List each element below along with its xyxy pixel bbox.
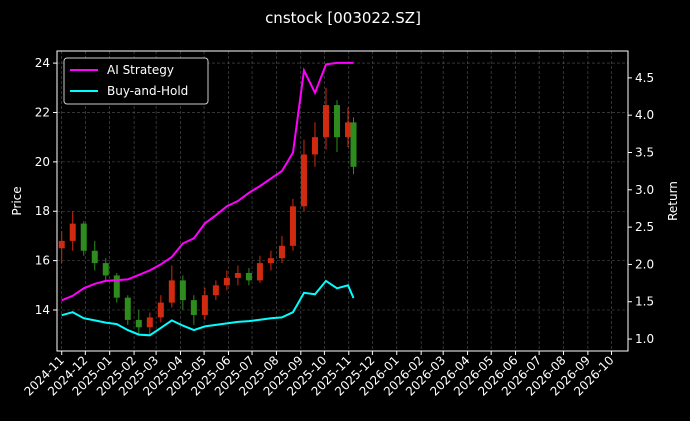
candle-body: [80, 223, 87, 251]
y2-tick-label: 4.0: [635, 108, 654, 122]
legend: AI Strategy Buy-and-Hold: [63, 57, 209, 105]
y2-axis-label: Return: [666, 181, 680, 221]
candle-body: [179, 280, 186, 301]
chart-title: cnstock [003022.SZ]: [265, 9, 421, 27]
candle-body: [102, 263, 109, 276]
candle-body: [223, 277, 230, 286]
candle-body: [135, 319, 142, 328]
y-tick-label: 14: [35, 303, 50, 317]
y2-tick-label: 2.0: [635, 257, 654, 271]
y-tick-label: 22: [35, 105, 50, 119]
candle-body: [234, 272, 241, 278]
y2-tick-label: 3.5: [635, 145, 654, 159]
candle-body: [113, 275, 120, 298]
candle-body: [190, 300, 197, 315]
candle-body: [157, 302, 164, 318]
candle-body: [345, 122, 352, 138]
candle-body: [311, 137, 318, 155]
candle-body: [69, 223, 76, 241]
legend-label: AI Strategy: [107, 63, 174, 77]
return-line: [61, 61, 354, 302]
candle-body: [201, 295, 208, 315]
return-line: [61, 279, 355, 337]
candle-body: [289, 206, 296, 246]
candle-body: [212, 285, 219, 296]
y-axis-label: Price: [10, 186, 24, 215]
candle-body: [91, 250, 98, 264]
legend-label: Buy-and-Hold: [107, 84, 188, 98]
candle-body: [300, 154, 307, 207]
y-tick-label: 24: [35, 56, 50, 70]
y-tick-label: 18: [35, 204, 50, 218]
y-tick-label: 16: [35, 254, 50, 268]
candle-body: [322, 105, 329, 138]
plot-frame: [56, 50, 629, 352]
candle-body: [124, 297, 131, 320]
legend-box: [63, 57, 209, 105]
y2-tick-label: 1.5: [635, 295, 654, 309]
y2-tick-label: 1.0: [635, 332, 654, 346]
y2-tick-label: 4.5: [635, 71, 654, 85]
candle-body: [333, 105, 340, 138]
y2-tick-label: 3.0: [635, 183, 654, 197]
candle-body: [168, 280, 175, 303]
candle-body: [58, 240, 65, 249]
candle-body: [256, 263, 263, 281]
candle-body: [245, 272, 252, 281]
y2-tick-label: 2.5: [635, 220, 654, 234]
candle-body: [146, 317, 153, 328]
candle-body: [350, 122, 357, 167]
candle-body: [278, 245, 285, 259]
y-tick-label: 20: [35, 155, 50, 169]
candle-body: [267, 258, 274, 264]
